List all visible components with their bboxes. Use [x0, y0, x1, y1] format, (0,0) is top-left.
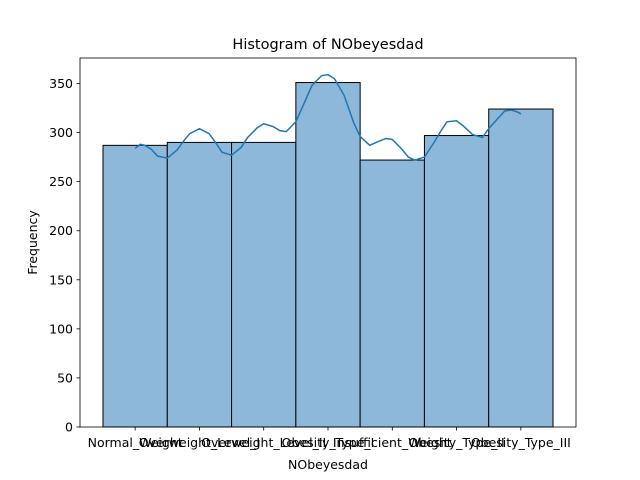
y-tick-label: 250 [49, 174, 73, 189]
y-tick-label: 350 [49, 76, 73, 91]
histogram-bar-normal-weight [102, 144, 168, 428]
histogram-bar-overweight-level-i [166, 141, 233, 428]
y-tick-label: 150 [49, 272, 73, 287]
y-tick-label: 0 [65, 420, 73, 435]
x-tick-label: Insufficient_Weight [333, 435, 452, 450]
y-tick-label: 200 [49, 223, 73, 238]
y-tick-label: 50 [57, 370, 73, 385]
kde-curve [134, 73, 522, 161]
x-tick-label: Obesity_Type_II [408, 435, 504, 450]
chart-title: Histogram of NObeyesdad [232, 37, 423, 53]
histogram-bar-obesity-type-ii [423, 135, 490, 428]
x-tick-label: Overweight_Level_I [139, 435, 260, 450]
x-axis-label: NObeyesdad [288, 457, 368, 472]
y-tick-label: 300 [49, 125, 73, 140]
y-axis: 0 50 100 150 200 250 300 350 [49, 76, 80, 435]
x-tick-label: Normal_Weight [88, 435, 183, 450]
x-tick-label: Obesity_Type_III [471, 435, 571, 450]
x-tick-label: Overweight_Level_II [201, 435, 326, 450]
y-tick-label: 100 [49, 321, 73, 336]
y-axis-label: Frequency [25, 210, 40, 275]
bars-layer [102, 82, 554, 428]
histogram-bar-obesity-type-iii [488, 108, 554, 428]
histogram-bar-overweight-level-ii [231, 141, 297, 428]
histogram-bar-insufficient-weight [359, 159, 425, 428]
x-tick-label: Obesity_Type_I [282, 435, 375, 450]
histogram-bar-obesity-type-i [295, 82, 361, 428]
x-axis: Normal_WeightOverweight_Level_IOverweigh… [88, 427, 571, 450]
